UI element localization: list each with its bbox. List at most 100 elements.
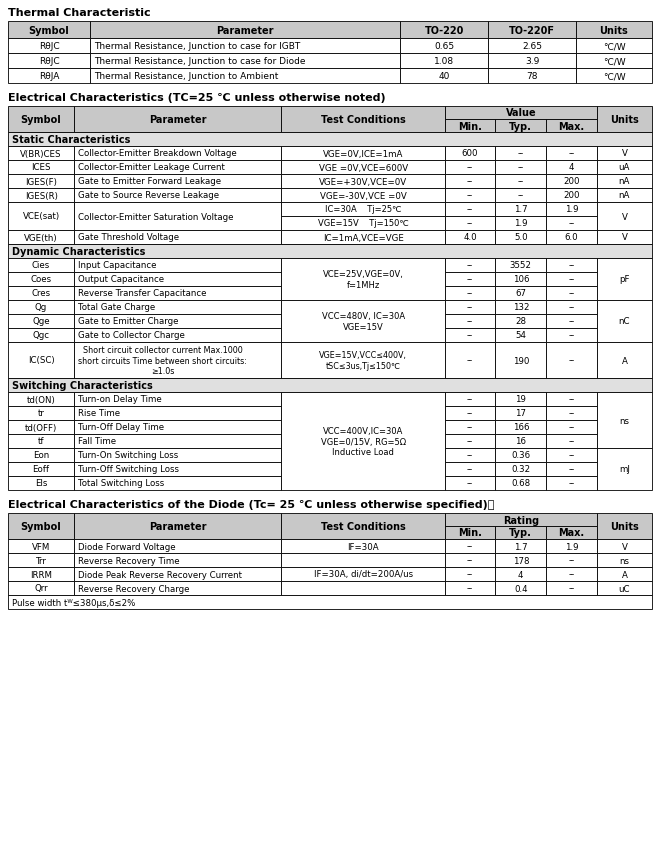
Text: Eon: Eon xyxy=(33,451,50,460)
Bar xyxy=(597,147,652,161)
Bar xyxy=(597,343,652,378)
Bar xyxy=(74,147,281,161)
Bar xyxy=(8,343,74,378)
Bar xyxy=(496,203,546,216)
Text: --: -- xyxy=(467,465,473,474)
Text: VCC=480V, IC=30A
VGE=15V: VCC=480V, IC=30A VGE=15V xyxy=(321,312,405,331)
Text: 78: 78 xyxy=(526,72,538,81)
Bar xyxy=(281,581,445,596)
Bar xyxy=(496,301,546,314)
Text: 0.4: 0.4 xyxy=(514,584,527,593)
Bar xyxy=(576,39,652,54)
Bar xyxy=(8,106,74,133)
Text: VGE=+30V,VCE=0V: VGE=+30V,VCE=0V xyxy=(319,177,407,187)
Text: Min.: Min. xyxy=(458,528,482,538)
Bar xyxy=(546,216,597,231)
Bar xyxy=(400,54,488,69)
Bar xyxy=(8,476,74,491)
Bar xyxy=(546,189,597,203)
Bar xyxy=(74,231,281,245)
Bar xyxy=(445,539,496,553)
Bar xyxy=(281,514,445,539)
Text: Diode Peak Reverse Recovery Current: Diode Peak Reverse Recovery Current xyxy=(78,570,242,579)
Text: uC: uC xyxy=(618,584,630,593)
Bar xyxy=(445,120,496,133)
Text: Total Switching Loss: Total Switching Loss xyxy=(78,479,164,488)
Bar xyxy=(445,147,496,161)
Text: Collector-Emitter Breakdown Voltage: Collector-Emitter Breakdown Voltage xyxy=(78,149,237,158)
Bar xyxy=(546,231,597,245)
Bar xyxy=(281,343,445,378)
Text: --: -- xyxy=(467,331,473,340)
Bar xyxy=(8,189,74,203)
Text: IGES(F): IGES(F) xyxy=(25,177,57,187)
Text: Gate Threshold Voltage: Gate Threshold Voltage xyxy=(78,233,180,242)
Text: --: -- xyxy=(467,479,473,488)
Text: VCE(sat): VCE(sat) xyxy=(22,212,59,222)
Bar xyxy=(8,514,74,539)
Bar xyxy=(597,301,652,343)
Bar xyxy=(546,203,597,216)
Text: ICES: ICES xyxy=(31,164,51,172)
Text: Turn-Off Switching Loss: Turn-Off Switching Loss xyxy=(78,465,179,474)
Text: Output Capacitance: Output Capacitance xyxy=(78,275,164,285)
Bar xyxy=(496,343,546,378)
Bar xyxy=(546,448,597,463)
Bar xyxy=(445,421,496,435)
Bar xyxy=(445,175,496,189)
Bar xyxy=(546,553,597,567)
Bar xyxy=(496,567,546,581)
Text: Test Conditions: Test Conditions xyxy=(321,115,405,125)
Text: uA: uA xyxy=(618,164,630,172)
Bar xyxy=(8,147,74,161)
Bar xyxy=(488,39,576,54)
Bar xyxy=(74,393,281,406)
Bar xyxy=(546,567,597,581)
Text: VGE=15V,VCC≤400V,
tSC≤3us,Tj≤150℃: VGE=15V,VCC≤400V, tSC≤3us,Tj≤150℃ xyxy=(319,351,407,371)
Bar xyxy=(8,406,74,421)
Text: Test Conditions: Test Conditions xyxy=(321,521,405,532)
Bar xyxy=(496,463,546,476)
Bar xyxy=(8,553,74,567)
Bar xyxy=(8,203,74,231)
Text: °C/W: °C/W xyxy=(603,57,625,66)
Text: Eoff: Eoff xyxy=(32,465,50,474)
Bar xyxy=(445,476,496,491)
Bar xyxy=(74,175,281,189)
Bar xyxy=(281,231,445,245)
Text: 178: 178 xyxy=(513,556,529,565)
Text: --: -- xyxy=(568,289,575,298)
Text: IGES(R): IGES(R) xyxy=(24,192,57,200)
Text: Thermal Resistance, Junction to case for Diode: Thermal Resistance, Junction to case for… xyxy=(94,57,306,66)
Text: 4: 4 xyxy=(569,164,574,172)
Bar xyxy=(445,301,496,314)
Bar xyxy=(488,22,576,39)
Bar xyxy=(8,22,90,39)
Bar xyxy=(281,553,445,567)
Text: --: -- xyxy=(467,289,473,298)
Text: IC=30A    Tj=25℃: IC=30A Tj=25℃ xyxy=(325,205,401,214)
Bar xyxy=(546,329,597,343)
Text: Turn-On Switching Loss: Turn-On Switching Loss xyxy=(78,451,178,460)
Text: --: -- xyxy=(467,275,473,285)
Bar xyxy=(546,393,597,406)
Text: Value: Value xyxy=(506,108,536,118)
Bar xyxy=(8,133,652,147)
Text: V: V xyxy=(622,233,628,242)
Bar xyxy=(445,393,496,406)
Text: nA: nA xyxy=(618,177,630,187)
Text: mJ: mJ xyxy=(619,465,630,474)
Text: --: -- xyxy=(568,395,575,404)
Bar xyxy=(445,106,597,120)
Text: Fall Time: Fall Time xyxy=(78,437,116,446)
Text: IC=1mA,VCE=VGE: IC=1mA,VCE=VGE xyxy=(323,233,403,242)
Text: 1.7: 1.7 xyxy=(514,542,527,551)
Bar xyxy=(597,161,652,175)
Text: Qgc: Qgc xyxy=(32,331,50,340)
Bar xyxy=(597,393,652,448)
Bar xyxy=(8,448,74,463)
Text: VGE=0V,ICE=1mA: VGE=0V,ICE=1mA xyxy=(323,149,403,158)
Bar xyxy=(496,273,546,286)
Bar xyxy=(496,259,546,273)
Text: --: -- xyxy=(517,177,524,187)
